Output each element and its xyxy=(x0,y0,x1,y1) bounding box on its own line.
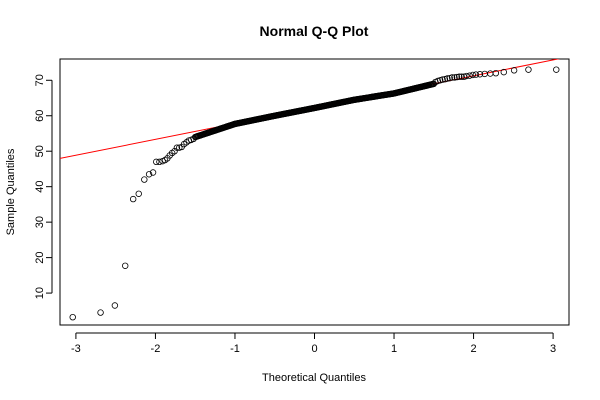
x-axis: -3 -2 -1 0 1 2 3 xyxy=(71,332,556,355)
data-point xyxy=(476,71,484,78)
data-point xyxy=(156,158,163,166)
data-point xyxy=(451,74,458,81)
data-point xyxy=(456,73,463,80)
data-point xyxy=(463,72,470,80)
data-point xyxy=(122,262,129,269)
chart-title: Normal Q-Q Plot xyxy=(260,23,369,39)
data-point xyxy=(487,70,494,77)
x-tick-label: 2 xyxy=(471,343,477,355)
x-tick-label: 0 xyxy=(311,343,317,355)
data-point xyxy=(173,144,181,151)
y-tick-label: 60 xyxy=(34,110,46,122)
data-point xyxy=(129,195,137,203)
data-point xyxy=(469,71,476,79)
x-tick-label: 1 xyxy=(391,343,397,355)
data-point xyxy=(97,309,104,316)
y-tick-label: 20 xyxy=(34,251,46,263)
y-axis-label: Sample Quantiles xyxy=(5,148,17,235)
data-point xyxy=(153,158,160,166)
data-point xyxy=(439,76,446,83)
y-tick-label: 40 xyxy=(34,181,46,193)
data-point xyxy=(444,75,451,82)
data-point xyxy=(145,171,153,178)
data-point xyxy=(500,68,507,76)
data-point xyxy=(525,66,532,73)
plot-frame xyxy=(59,58,570,326)
x-tick-label: -3 xyxy=(71,343,81,355)
y-tick-label: 10 xyxy=(34,287,46,299)
data-point xyxy=(149,169,157,176)
x-tick-label: 3 xyxy=(550,343,556,355)
data-point xyxy=(111,302,119,309)
data-point xyxy=(472,71,480,78)
y-tick-label: 50 xyxy=(34,145,46,157)
data-point xyxy=(69,313,76,321)
data-point xyxy=(135,190,142,197)
data-point xyxy=(466,72,473,79)
data-point xyxy=(141,176,148,183)
x-tick-label: -2 xyxy=(151,343,161,355)
y-axis: 10 20 30 40 50 60 70 xyxy=(34,74,53,299)
data-point xyxy=(453,73,461,81)
y-tick-label: 70 xyxy=(34,74,46,86)
y-tick-label: 30 xyxy=(34,216,46,228)
x-tick-label: -1 xyxy=(230,343,240,355)
plot-area xyxy=(60,59,561,321)
data-point xyxy=(492,69,500,77)
x-axis-label: Theoretical Quantiles xyxy=(262,372,366,384)
data-point xyxy=(553,66,560,73)
data-point xyxy=(448,74,456,81)
data-point xyxy=(510,67,518,74)
data-point xyxy=(458,73,465,80)
